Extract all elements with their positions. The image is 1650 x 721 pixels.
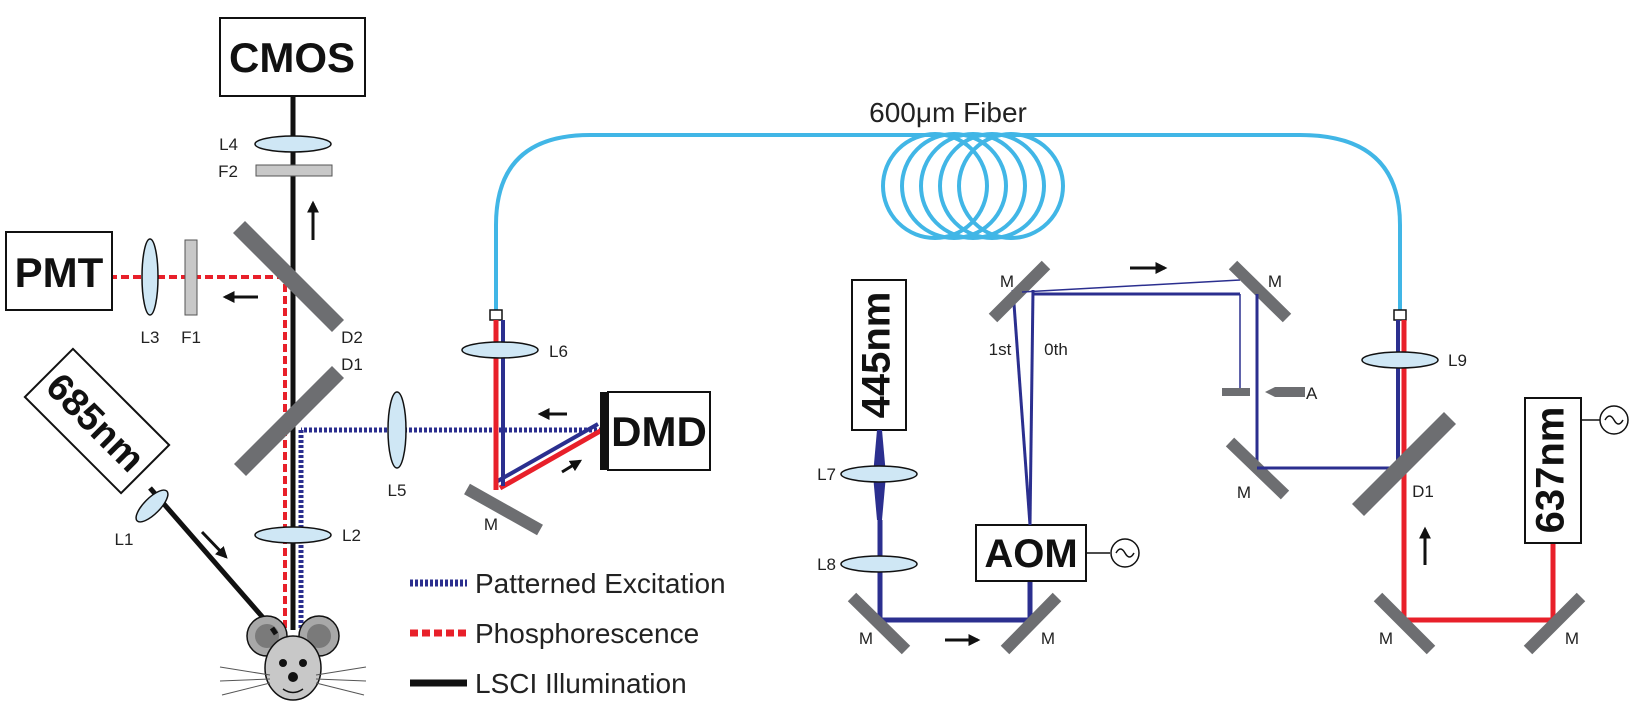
legend: Patterned Excitation Phosphorescence LSC… [410, 568, 726, 699]
label-m-445-right: M [1041, 629, 1055, 648]
fiber-connector-left [489, 309, 503, 321]
cmos-camera [219, 17, 366, 97]
label-d1-right: D1 [1412, 482, 1434, 501]
label-l4: L4 [219, 135, 238, 154]
aom-device [975, 524, 1087, 582]
laser-445nm: 445nm [851, 279, 907, 431]
pmt-detector [5, 231, 113, 311]
arrow-to-dmd [561, 459, 583, 474]
label-l1: L1 [115, 530, 134, 549]
lsci-beam-tip [269, 626, 279, 636]
label-l8: L8 [817, 555, 836, 574]
mouse-subject [219, 615, 367, 701]
lens-l8 [840, 555, 918, 573]
dichroic-d1-right [1351, 411, 1457, 517]
mirror-m-445-right [1000, 592, 1062, 655]
mirror-m-445-left [847, 592, 911, 655]
label-m-dmd: M [484, 515, 498, 534]
dichroic-d2 [232, 220, 345, 333]
lens-l4 [254, 135, 332, 153]
lens-l6 [461, 341, 539, 359]
label-m-top-right: M [1268, 272, 1282, 291]
label-m-637-right: M [1565, 629, 1579, 648]
legend-patterned-label: Patterned Excitation [475, 568, 726, 599]
mirror-m-637-right [1523, 592, 1586, 655]
label-l3: L3 [141, 328, 160, 347]
beam-0th-order [1028, 289, 1035, 526]
mirror-m-top-right [1228, 260, 1292, 323]
label-m-top-left: M [1000, 272, 1014, 291]
mirror-m-dmd [464, 483, 543, 536]
label-f2: F2 [218, 162, 238, 181]
aperture-a [1265, 387, 1305, 397]
dmd-device [607, 391, 711, 471]
label-l7: L7 [817, 465, 836, 484]
lens-l3 [141, 238, 159, 316]
label-l2: L2 [342, 526, 361, 545]
label-f1: F1 [181, 328, 201, 347]
label-m-445-left: M [859, 629, 873, 648]
arrow-685-to-mouse [200, 530, 228, 559]
pmt-label: PMT [15, 249, 104, 296]
aom-rf-wave [1115, 548, 1135, 558]
lens-l1 [135, 489, 169, 523]
dmd-label: DMD [611, 408, 707, 455]
label-l5: L5 [388, 481, 407, 500]
label-l6: L6 [549, 342, 568, 361]
dmd-blue-diagonal [495, 422, 599, 484]
lens-l7 [840, 465, 918, 483]
mirror-m-top-left [988, 260, 1051, 323]
lsci-beam-685 [148, 486, 274, 630]
lens-l9 [1361, 351, 1439, 369]
label-l9: L9 [1448, 351, 1467, 370]
optical-fiber [494, 132, 1402, 318]
label-d1-left: D1 [341, 355, 363, 374]
filter-f1 [184, 239, 198, 316]
dmd-chip [600, 392, 608, 470]
label-d2: D2 [341, 328, 363, 347]
fiber-connector-right [1393, 309, 1407, 321]
beam-1st-top [1021, 279, 1241, 293]
legend-lsci-label: LSCI Illumination [475, 668, 687, 699]
laser-637nm-label: 637nm [1529, 407, 1573, 534]
dichroic-d1-left [233, 365, 345, 477]
fiber-label: 600μm Fiber [869, 97, 1027, 128]
label-m-637-left: M [1379, 629, 1393, 648]
label-0th-order: 0th [1044, 340, 1068, 359]
laser-637-mod-wave [1604, 415, 1624, 425]
laser-445nm-label: 445nm [855, 292, 899, 419]
legend-phosphorescence-label: Phosphorescence [475, 618, 699, 649]
label-m-mid-right: M [1237, 483, 1251, 502]
laser-637nm: 637nm [1524, 397, 1582, 544]
lens-l2 [254, 526, 332, 544]
laser-685nm: 685nm [23, 347, 171, 495]
aperture-block [1222, 388, 1250, 396]
lens-l5 [387, 391, 407, 469]
mirror-m-637-left [1373, 592, 1436, 655]
dmd-red-diagonal [498, 427, 604, 491]
label-aperture: A [1306, 384, 1318, 403]
beam-1st-order [1011, 289, 1032, 526]
cmos-label: CMOS [229, 34, 355, 81]
aom-label: AOM [984, 532, 1077, 576]
label-1st-order: 1st [989, 340, 1012, 359]
filter-f2 [255, 164, 333, 177]
